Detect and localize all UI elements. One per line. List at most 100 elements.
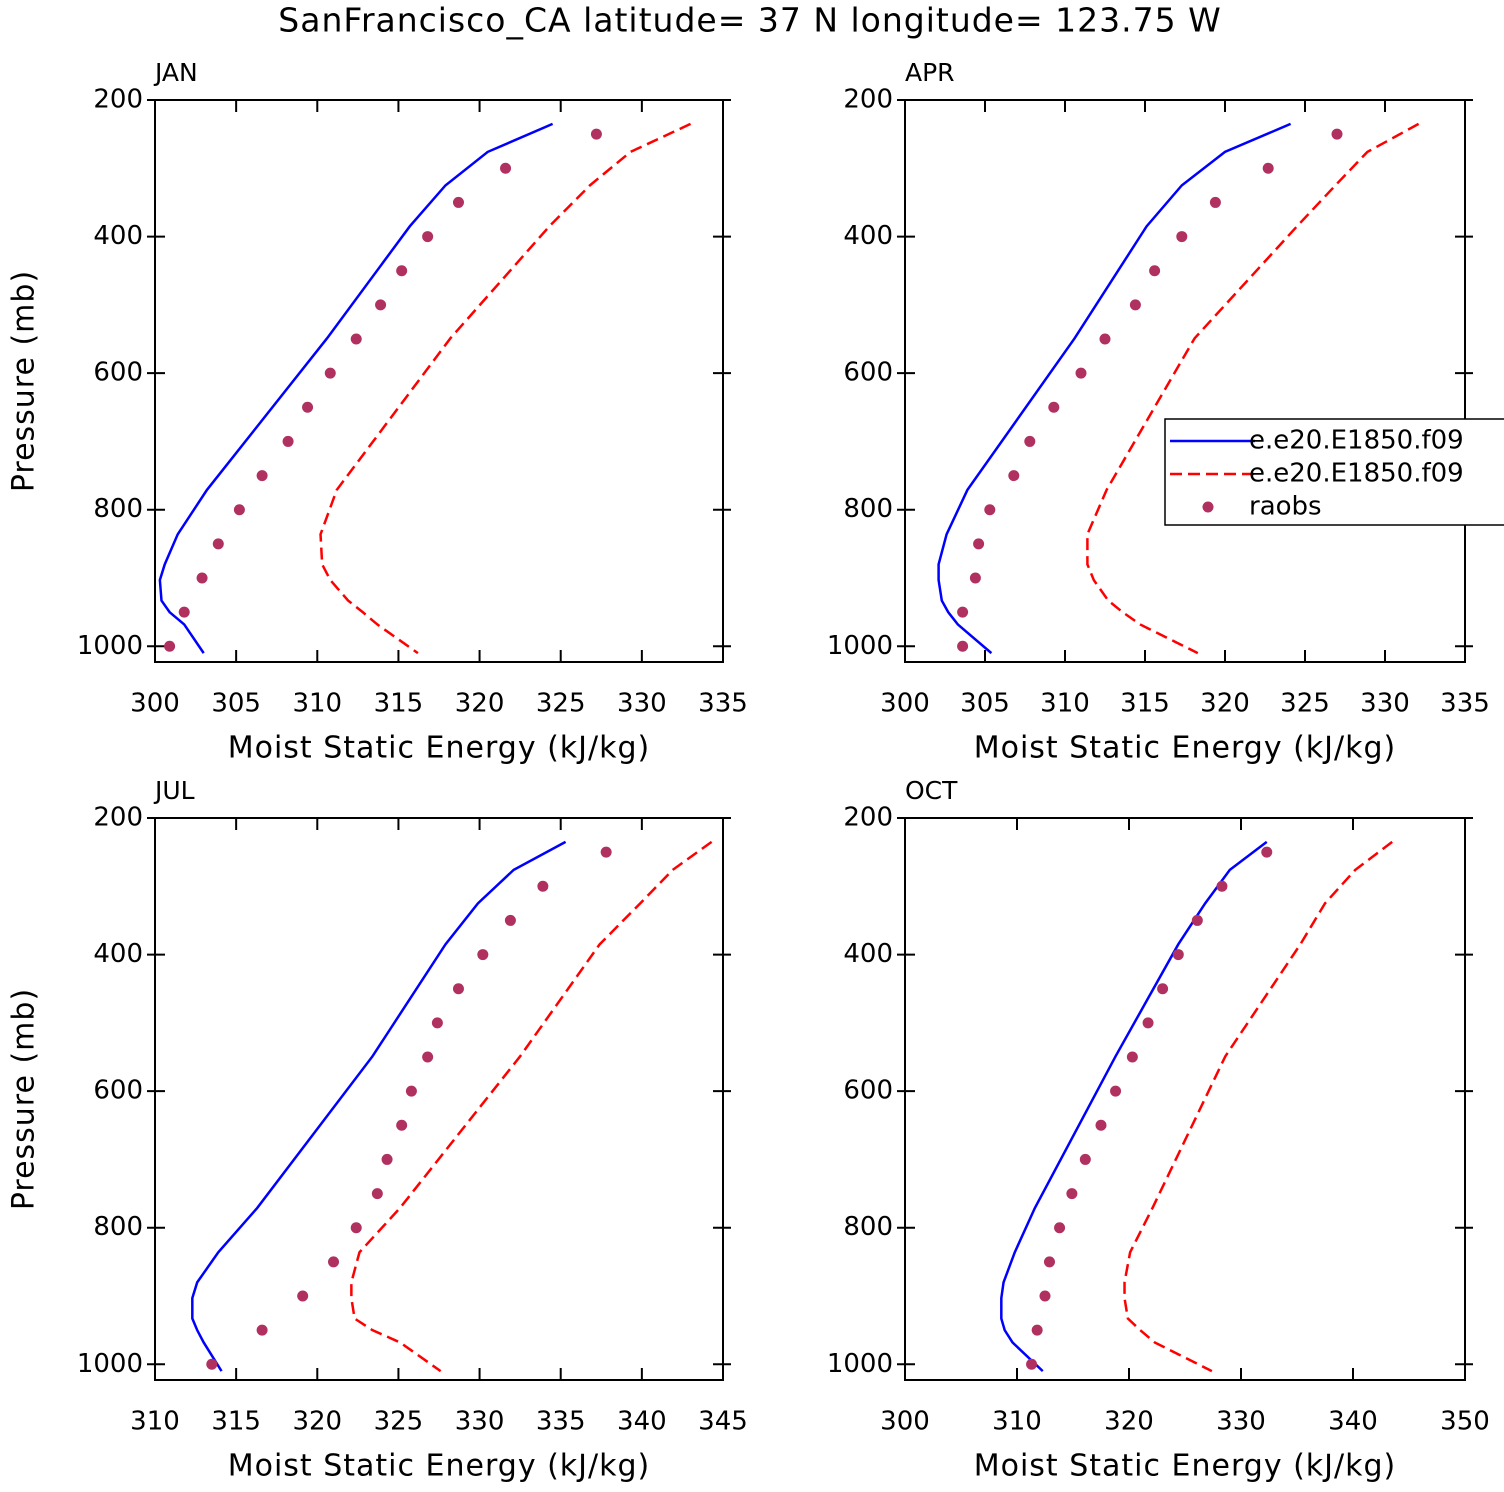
- x-tick-label: 330: [1216, 1407, 1266, 1437]
- legend-label: raobs: [1249, 492, 1322, 522]
- data-point: [1110, 1085, 1122, 1097]
- panel-title: APR: [905, 58, 955, 87]
- data-point: [1048, 401, 1060, 413]
- data-point: [500, 162, 512, 174]
- data-point: [600, 846, 612, 858]
- profile-line: [319, 122, 692, 655]
- panel-title: JAN: [153, 58, 198, 87]
- data-point: [452, 196, 464, 208]
- panel-title: OCT: [905, 776, 958, 805]
- data-point: [1043, 1256, 1055, 1268]
- data-point: [1149, 265, 1161, 277]
- x-tick-label: 345: [698, 1407, 748, 1437]
- data-point: [1216, 880, 1228, 892]
- profile-line: [1000, 840, 1268, 1373]
- legend-box: [1164, 418, 1504, 526]
- y-tick-label: 600: [93, 1076, 143, 1106]
- y-tick-label: 200: [93, 803, 143, 833]
- profile-line: [1086, 122, 1420, 655]
- y-tick-label: 1000: [827, 631, 893, 661]
- data-point: [1261, 846, 1273, 858]
- data-point: [196, 572, 208, 584]
- data-point: [1209, 196, 1221, 208]
- figure-title: SanFrancisco_CA latitude= 37 N longitude…: [278, 1, 1221, 40]
- x-axis-label: Moist Static Energy (kJ/kg): [974, 1449, 1397, 1484]
- y-tick-label: 200: [843, 803, 893, 833]
- y-tick-label: 1000: [77, 1349, 143, 1379]
- x-axis-label: Moist Static Energy (kJ/kg): [228, 1449, 651, 1484]
- x-tick-label: 330: [455, 1407, 505, 1437]
- data-point: [233, 504, 245, 516]
- panel: JAN 200 400 600 800 1000 300 305 310 315 320 325 330…: [7, 58, 748, 766]
- data-point: [504, 914, 516, 926]
- y-tick-label: 400: [843, 939, 893, 969]
- profile-line: [1123, 840, 1393, 1373]
- panel: APR 200 400 600 800 1000 300 305 310 315 320 325 330…: [827, 58, 1504, 766]
- data-point: [1039, 1290, 1051, 1302]
- data-point: [324, 367, 336, 379]
- y-tick-label: 800: [93, 494, 143, 524]
- y-tick-label: 400: [843, 221, 893, 251]
- panel: JUL 200 400 600 800 1000 310 315 320 325 330 335 340…: [7, 776, 748, 1484]
- data-point: [1054, 1222, 1066, 1234]
- data-point: [206, 1358, 218, 1370]
- legend-label: e.e20.E1850.f09: [1249, 426, 1464, 456]
- data-point: [957, 606, 969, 618]
- data-point: [381, 1153, 393, 1165]
- data-point: [1066, 1188, 1078, 1200]
- x-tick-label: 325: [1280, 689, 1330, 719]
- x-tick-label: 315: [374, 689, 424, 719]
- x-tick-label: 320: [455, 689, 505, 719]
- x-tick-label: 315: [1120, 689, 1170, 719]
- data-point: [178, 606, 190, 618]
- y-tick-label: 800: [843, 1212, 893, 1242]
- data-point: [1024, 435, 1036, 447]
- data-point: [1099, 333, 1111, 345]
- data-point: [282, 435, 294, 447]
- data-point: [422, 231, 434, 243]
- y-axis-label: Pressure (mb): [7, 270, 42, 492]
- data-point: [1075, 367, 1087, 379]
- x-tick-label: 325: [536, 689, 586, 719]
- x-tick-label: 320: [292, 1407, 342, 1437]
- data-point: [422, 1051, 434, 1063]
- data-point: [1142, 1017, 1154, 1029]
- x-tick-label: 330: [1360, 689, 1410, 719]
- data-point: [1126, 1051, 1138, 1063]
- data-point: [1129, 299, 1141, 311]
- data-point: [969, 572, 981, 584]
- data-point: [1095, 1119, 1107, 1131]
- data-point: [328, 1256, 340, 1268]
- data-point: [396, 265, 408, 277]
- data-point: [1331, 128, 1343, 140]
- plot-frame: [904, 99, 1466, 663]
- data-point: [1157, 983, 1169, 995]
- x-tick-label: 310: [1040, 689, 1090, 719]
- y-tick-label: 600: [843, 358, 893, 388]
- data-point: [256, 1324, 268, 1336]
- panel: OCT 200 400 600 800 1000 300 310 320 330 340 350 Moi…: [827, 776, 1490, 1484]
- data-point: [452, 983, 464, 995]
- x-tick-label: 310: [130, 1407, 180, 1437]
- data-point: [1026, 1358, 1038, 1370]
- plot-frame: [154, 99, 724, 663]
- profile-line: [937, 122, 1292, 655]
- data-point: [1191, 914, 1203, 926]
- plot-frame: [154, 817, 724, 1381]
- x-tick-label: 335: [1440, 689, 1490, 719]
- x-tick-label: 340: [1328, 1407, 1378, 1437]
- x-tick-label: 300: [130, 689, 180, 719]
- x-tick-label: 335: [698, 689, 748, 719]
- data-point: [164, 640, 176, 652]
- x-tick-label: 320: [1104, 1407, 1154, 1437]
- profile-line: [191, 840, 567, 1372]
- y-tick-label: 1000: [827, 1349, 893, 1379]
- y-tick-label: 200: [843, 85, 893, 115]
- data-point: [1176, 231, 1188, 243]
- data-point: [957, 640, 969, 652]
- data-point: [1262, 162, 1274, 174]
- panel-title: JUL: [153, 776, 195, 805]
- y-tick-label: 600: [93, 358, 143, 388]
- data-point: [984, 504, 996, 516]
